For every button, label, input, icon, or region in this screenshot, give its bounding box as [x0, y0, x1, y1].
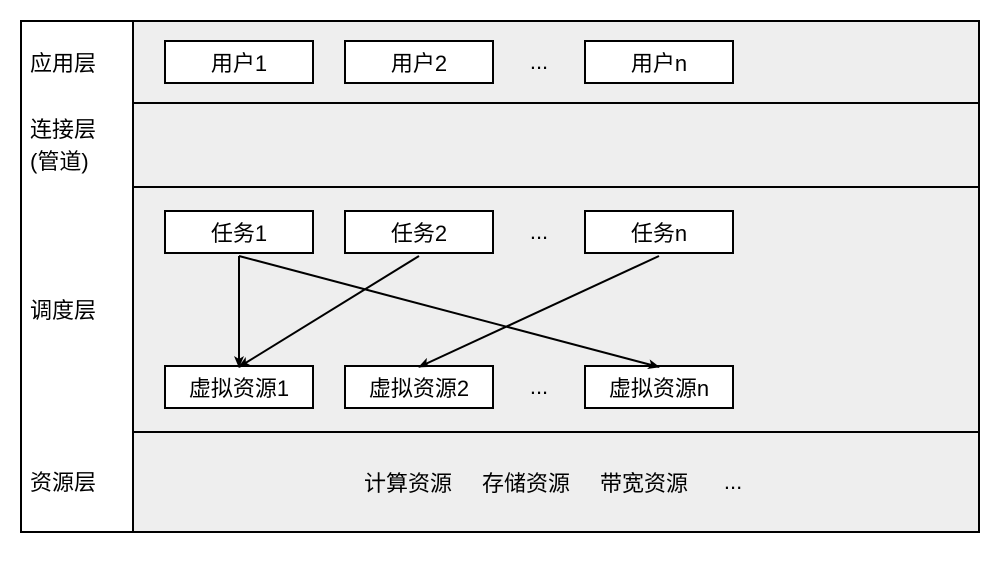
scheduling-layer: 任务1 任务2 ... 任务n 虚拟资源1 虚拟资源2 ... 虚拟资源n [134, 186, 978, 431]
labels-column: 应用层 连接层 (管道) 调度层 资源层 [22, 22, 132, 531]
virtual-resource-box: 虚拟资源n [584, 365, 734, 409]
task-box: 任务n [584, 210, 734, 254]
label-text: 调度层 [30, 293, 96, 325]
connection-layer [134, 102, 978, 186]
label-scheduling-layer: 调度层 [22, 186, 132, 431]
label-text: 资源层 [30, 465, 96, 497]
task-box: 任务1 [164, 210, 314, 254]
resource-layer: 计算资源 存储资源 带宽资源 ... [134, 431, 978, 531]
resource-item: 计算资源 [364, 466, 452, 498]
ellipsis: ... [524, 219, 554, 245]
ellipsis: ... [524, 49, 554, 75]
label-application-layer: 应用层 [22, 22, 132, 102]
label-text-line1: 连接层 [30, 112, 96, 144]
ellipsis: ... [718, 469, 748, 495]
virtual-resource-box: 虚拟资源2 [344, 365, 494, 409]
resource-item: 存储资源 [482, 466, 570, 498]
resource-item: 带宽资源 [600, 466, 688, 498]
label-text-line2: (管道) [30, 144, 89, 176]
user-box: 用户1 [164, 40, 314, 84]
task-row: 任务1 任务2 ... 任务n [134, 210, 978, 254]
label-text: 应用层 [30, 46, 96, 78]
label-connection-layer: 连接层 (管道) [22, 102, 132, 186]
layers-column: 用户1 用户2 ... 用户n 任务1 任务2 ... 任务n 虚拟资源1 虚拟… [132, 22, 978, 531]
user-box: 用户2 [344, 40, 494, 84]
virtual-resource-box: 虚拟资源1 [164, 365, 314, 409]
task-box: 任务2 [344, 210, 494, 254]
virtual-resource-row: 虚拟资源1 虚拟资源2 ... 虚拟资源n [134, 365, 978, 409]
ellipsis: ... [524, 374, 554, 400]
label-resource-layer: 资源层 [22, 431, 132, 531]
scheduling-inner: 任务1 任务2 ... 任务n 虚拟资源1 虚拟资源2 ... 虚拟资源n [134, 188, 978, 431]
layered-architecture-diagram: 应用层 连接层 (管道) 调度层 资源层 用户1 用户2 ... 用户n [20, 20, 980, 533]
application-layer: 用户1 用户2 ... 用户n [134, 22, 978, 102]
resource-items-row: 计算资源 存储资源 带宽资源 ... [134, 433, 978, 531]
application-boxes-row: 用户1 用户2 ... 用户n [134, 22, 978, 102]
user-box: 用户n [584, 40, 734, 84]
